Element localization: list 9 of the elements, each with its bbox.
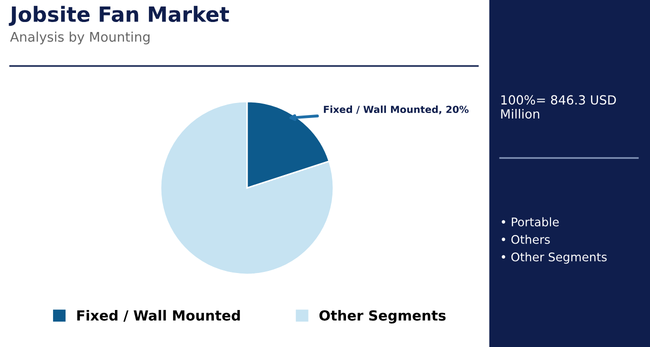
text: 100%= 846.3 USD Million bbox=[501, 95, 616, 119]
legend-label: Fixed / Wall Mounted bbox=[77, 310, 240, 322]
text: • Portable bbox=[502, 217, 559, 226]
text: • Others bbox=[502, 234, 550, 244]
chart-title: Jobsite Fan Market bbox=[8, 6, 229, 26]
text: • Other Segments bbox=[502, 252, 607, 264]
chart-subtitle: Analysis by Mounting bbox=[10, 32, 150, 44]
data-label: Fixed / Wall Mounted, 20% bbox=[324, 106, 469, 114]
legend-label: Other Segments bbox=[319, 310, 446, 324]
